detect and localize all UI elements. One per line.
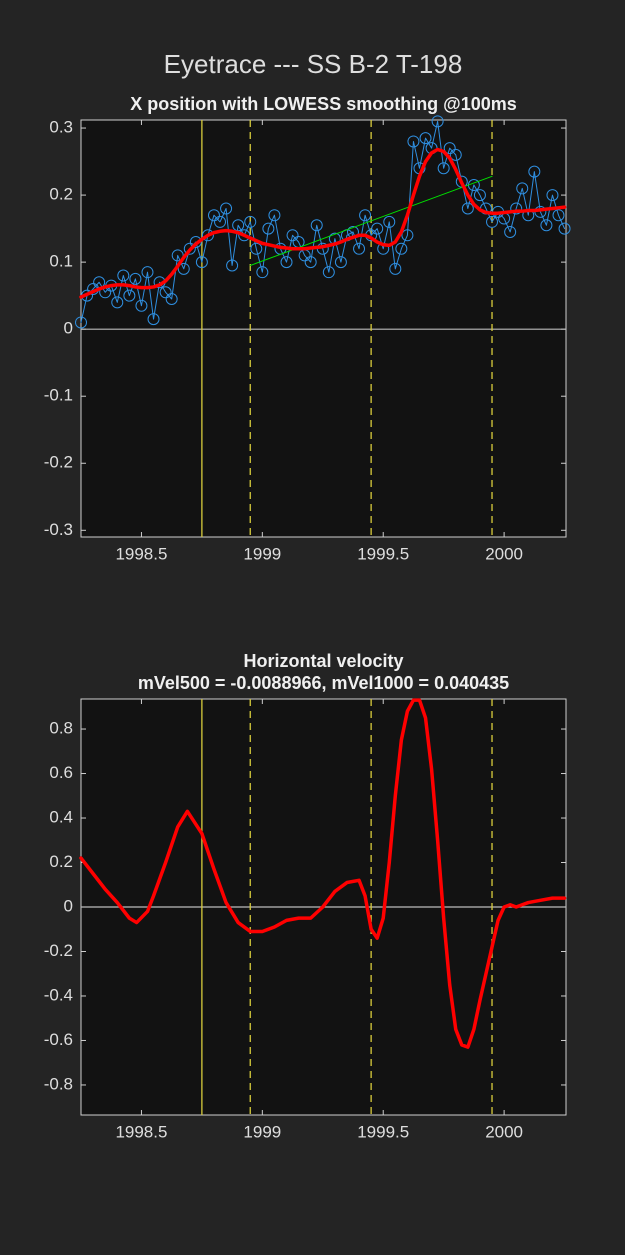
data-point xyxy=(558,222,571,235)
data-point xyxy=(256,266,269,279)
series-line xyxy=(249,175,493,266)
y-tick-label: -0.4 xyxy=(44,985,73,1004)
data-point xyxy=(401,229,414,242)
data-point xyxy=(75,316,87,329)
chart-title: Horizontal velocity xyxy=(243,651,403,671)
data-point xyxy=(486,215,499,228)
y-tick-label: 0 xyxy=(64,319,73,338)
data-point xyxy=(250,242,263,255)
data-point xyxy=(214,215,227,228)
data-point xyxy=(201,229,214,242)
data-point xyxy=(449,148,462,161)
x-tick-label: 1998.5 xyxy=(115,544,167,563)
data-point xyxy=(443,142,456,155)
data-point xyxy=(504,225,517,238)
data-point xyxy=(268,209,281,222)
plot-area xyxy=(80,119,567,538)
data-point xyxy=(304,256,317,269)
y-tick-label: -0.1 xyxy=(44,386,73,405)
data-point xyxy=(516,182,529,195)
y-tick-label: 0.1 xyxy=(49,252,73,271)
data-point xyxy=(334,256,347,269)
x-tick-label: 1999.5 xyxy=(357,1122,409,1141)
y-tick-label: 0.3 xyxy=(49,118,73,137)
data-point xyxy=(189,236,202,249)
x-tick-label: 2000 xyxy=(485,1122,523,1141)
data-point xyxy=(232,219,245,232)
data-point xyxy=(437,162,450,175)
chart-subtitle: mVel500 = -0.0088966, mVel1000 = 0.04043… xyxy=(138,673,509,693)
y-tick-label: 0.2 xyxy=(49,185,73,204)
data-point xyxy=(207,209,220,222)
data-point xyxy=(322,266,335,279)
x-tick-label: 1999.5 xyxy=(357,544,409,563)
data-point xyxy=(226,259,239,272)
data-point xyxy=(147,313,160,326)
data-point xyxy=(461,202,474,215)
data-point xyxy=(220,202,233,215)
data-point xyxy=(129,272,142,285)
data-point xyxy=(111,296,124,309)
data-point xyxy=(473,189,486,202)
data-point xyxy=(395,242,408,255)
figure-title: Eyetrace --- SS B-2 T-198 xyxy=(164,49,463,79)
data-point xyxy=(353,242,366,255)
data-point xyxy=(280,256,293,269)
y-tick-label: -0.8 xyxy=(44,1074,73,1093)
data-point xyxy=(177,262,190,275)
data-point xyxy=(546,189,559,202)
y-tick-label: 0.2 xyxy=(49,852,73,871)
data-point xyxy=(141,266,154,279)
series-line xyxy=(79,147,567,299)
chart-title: X position with LOWESS smoothing @100ms xyxy=(130,94,517,114)
data-point xyxy=(195,256,208,269)
data-point xyxy=(383,215,396,228)
data-point xyxy=(431,115,444,128)
data-point xyxy=(540,219,553,232)
data-point xyxy=(159,286,172,299)
data-point xyxy=(310,219,323,232)
data-point xyxy=(123,289,136,302)
data-point xyxy=(407,135,420,148)
y-tick-label: 0.4 xyxy=(49,808,73,827)
data-point xyxy=(165,293,178,306)
data-point xyxy=(238,229,251,242)
x-tick-label: 1998.5 xyxy=(115,1122,167,1141)
data-point xyxy=(528,165,541,178)
data-point xyxy=(371,222,384,235)
data-point xyxy=(286,229,299,242)
y-tick-label: -0.2 xyxy=(44,453,73,472)
data-point xyxy=(419,132,432,145)
data-point xyxy=(359,209,372,222)
x-tick-label: 2000 xyxy=(485,544,523,563)
y-tick-label: -0.2 xyxy=(44,941,73,960)
y-tick-label: -0.6 xyxy=(44,1030,73,1049)
data-point xyxy=(135,299,148,312)
y-tick-label: -0.3 xyxy=(44,520,73,539)
x-tick-label: 1999 xyxy=(243,544,281,563)
y-tick-label: 0.6 xyxy=(49,763,73,782)
data-point xyxy=(552,209,565,222)
y-tick-label: 0 xyxy=(64,896,73,915)
data-point xyxy=(389,262,402,275)
data-point xyxy=(117,269,130,282)
data-point xyxy=(262,222,275,235)
x-tick-label: 1999 xyxy=(243,1122,281,1141)
data-point xyxy=(244,215,257,228)
data-point xyxy=(183,242,196,255)
series-line xyxy=(79,698,567,1049)
y-tick-label: 0.8 xyxy=(49,719,73,738)
data-point xyxy=(510,202,523,215)
